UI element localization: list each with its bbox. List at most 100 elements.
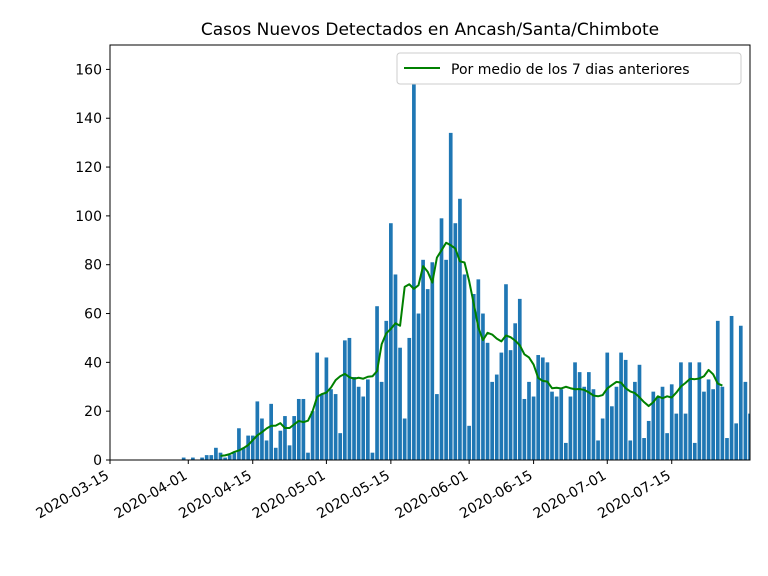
bar — [273, 447, 278, 460]
chart-title: Casos Nuevos Detectados en Ancash/Santa/… — [201, 20, 659, 40]
bar — [306, 452, 310, 460]
bar — [563, 442, 568, 460]
y-axis: 0 20 40 60 80 100 120 140 160 — [75, 62, 110, 469]
legend: Por medio de los 7 dias anteriores — [396, 52, 742, 85]
bar — [250, 435, 255, 460]
bar — [342, 340, 347, 460]
line-series — [220, 241, 723, 457]
bar — [283, 416, 287, 460]
bar — [679, 362, 683, 460]
bar — [692, 442, 697, 460]
bar — [513, 323, 518, 460]
bar — [370, 452, 375, 460]
bar — [333, 394, 338, 460]
bar — [393, 274, 398, 460]
bar — [315, 352, 320, 460]
bar — [504, 284, 508, 460]
bar — [494, 374, 499, 460]
bar — [697, 362, 702, 460]
bar — [402, 418, 407, 460]
bar — [264, 440, 269, 460]
bar-series — [181, 62, 750, 461]
bar — [591, 389, 596, 460]
bar — [476, 279, 481, 460]
y-tick-label: 100 — [75, 209, 102, 225]
bar — [448, 132, 453, 460]
x-tick-label: 2020-05-15 — [314, 468, 392, 523]
bar — [720, 386, 725, 460]
bar — [278, 430, 283, 460]
bar — [398, 347, 402, 460]
bar — [490, 381, 494, 460]
bar — [485, 342, 490, 460]
legend-label: Por medio de los 7 dias anteriores — [451, 62, 690, 78]
x-axis: 2020-03-15 2020-04-012020-04-152020-05-01… — [34, 460, 674, 522]
bar — [200, 457, 204, 460]
bar — [407, 337, 412, 460]
bar — [223, 457, 227, 460]
bar — [522, 398, 527, 460]
bar — [669, 384, 674, 460]
y-tick-label: 80 — [84, 258, 102, 274]
bar — [517, 298, 522, 460]
bar — [646, 420, 651, 460]
y-tick-label: 0 — [93, 453, 102, 469]
bar — [389, 223, 393, 460]
bar — [619, 352, 623, 460]
bar — [425, 289, 430, 460]
bar — [702, 391, 706, 460]
bar — [191, 457, 195, 460]
bar — [711, 389, 715, 460]
bar — [209, 455, 214, 460]
bar — [600, 418, 605, 460]
x-tick-label: 2020-07-15 — [595, 468, 673, 523]
bar — [550, 391, 554, 460]
bar — [347, 337, 352, 460]
bar — [379, 381, 384, 460]
bar — [683, 413, 688, 460]
bar — [214, 447, 218, 460]
bar — [435, 394, 439, 460]
bar — [545, 362, 550, 460]
bar — [610, 406, 614, 460]
bar — [725, 438, 729, 460]
bar — [232, 452, 237, 460]
bar — [568, 396, 573, 460]
bar — [499, 352, 504, 460]
bar — [582, 386, 587, 460]
legend-box — [396, 52, 742, 85]
bar — [743, 381, 748, 460]
bar — [241, 447, 246, 460]
bar — [310, 411, 315, 460]
x-tick-label: 2020-06-15 — [457, 468, 535, 523]
y-tick-label: 160 — [75, 62, 102, 78]
bar — [255, 401, 260, 460]
bar — [623, 359, 628, 460]
bar — [605, 352, 610, 460]
bar — [287, 445, 292, 460]
bar — [715, 320, 720, 460]
bar — [462, 274, 467, 460]
bar — [706, 379, 711, 460]
bar — [738, 325, 743, 460]
bar — [329, 389, 333, 460]
bar — [292, 416, 297, 460]
bar — [218, 452, 223, 460]
bar — [458, 198, 462, 461]
bar — [352, 377, 356, 460]
bar — [587, 372, 591, 460]
bar — [412, 62, 416, 461]
y-tick-label: 140 — [75, 111, 102, 127]
bar — [430, 262, 435, 460]
y-tick-label: 40 — [84, 355, 102, 371]
bar — [656, 396, 660, 460]
bar — [366, 379, 370, 460]
bar — [227, 455, 232, 460]
bar — [361, 396, 366, 460]
bar — [481, 313, 485, 460]
y-tick-label: 20 — [84, 404, 102, 420]
bar — [688, 362, 692, 460]
bar — [384, 320, 389, 460]
bar — [536, 355, 541, 460]
bar — [637, 364, 642, 460]
